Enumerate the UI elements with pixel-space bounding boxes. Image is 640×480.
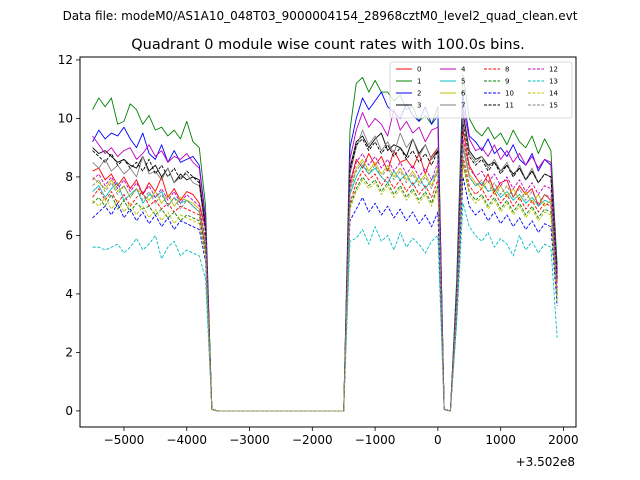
- x-tick-label: 0: [434, 433, 442, 447]
- y-tick-label: 6: [65, 229, 73, 243]
- x-tick-label: −2000: [292, 433, 333, 447]
- series-layer: [92, 74, 558, 412]
- legend-label-7: 7: [461, 102, 465, 110]
- legend-label-4: 4: [461, 66, 466, 74]
- chart-title: Quadrant 0 module wise count rates with …: [131, 37, 525, 53]
- y-axis: 0 2 4 6 8 10 12: [58, 53, 80, 418]
- y-tick-label: 10: [58, 112, 73, 126]
- legend-label-9: 9: [505, 78, 509, 86]
- legend-label-11: 11: [505, 102, 514, 110]
- y-tick-label: 12: [58, 53, 73, 67]
- legend-label-8: 8: [505, 66, 509, 74]
- chart-suptitle: Data file: modeM0/AS1A10_048T03_90000041…: [63, 9, 578, 23]
- x-tick-label: 1000: [485, 433, 516, 447]
- legend-label-15: 15: [549, 102, 558, 110]
- x-tick-label: −4000: [166, 433, 207, 447]
- x-tick-label: −3000: [229, 433, 270, 447]
- axes-background: [80, 57, 576, 427]
- legend-box: [389, 61, 573, 119]
- x-tick-label: −1000: [355, 433, 396, 447]
- x-offset-label: +3.502e8: [516, 455, 575, 469]
- axes-frame: [79, 56, 577, 428]
- x-axis: −5000 −4000 −3000 −2000 −1000 0 1000 2000: [104, 427, 579, 447]
- series-line-15: [92, 147, 558, 412]
- legend-label-0: 0: [417, 66, 421, 74]
- y-tick-label: 8: [65, 170, 73, 184]
- legend-label-13: 13: [549, 78, 558, 86]
- legend-label-3: 3: [417, 102, 421, 110]
- legend-label-2: 2: [417, 90, 421, 98]
- x-tick-label: −5000: [104, 433, 145, 447]
- series-line-10: [92, 176, 558, 412]
- x-tick-label: 2000: [548, 433, 579, 447]
- legend-label-6: 6: [461, 90, 466, 98]
- y-tick-label: 2: [65, 346, 73, 360]
- legend-label-10: 10: [505, 90, 514, 98]
- plot-area: [79, 56, 577, 428]
- legend-label-5: 5: [461, 78, 465, 86]
- legend-label-1: 1: [417, 78, 421, 86]
- series-line-14: [92, 164, 558, 412]
- y-tick-label: 0: [65, 404, 73, 418]
- legend-label-14: 14: [549, 90, 558, 98]
- y-tick-label: 4: [65, 287, 73, 301]
- legend-label-12: 12: [549, 66, 558, 74]
